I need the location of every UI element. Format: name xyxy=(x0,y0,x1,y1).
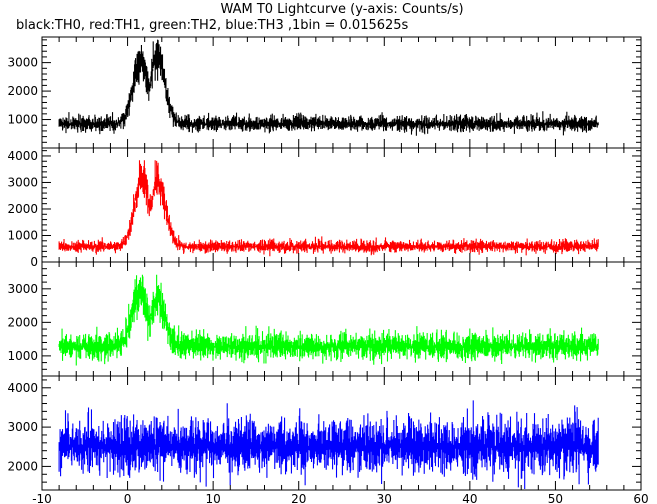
y-tick-label: 0 xyxy=(30,255,38,269)
panel-th1: 0 1000 2000 3000 4000 xyxy=(7,147,642,269)
x-tick-label: 60 xyxy=(633,492,648,504)
series-line-th3 xyxy=(58,400,599,489)
series-line-th0 xyxy=(58,39,599,136)
series-line-th1 xyxy=(58,160,599,257)
y-tick-label: 3000 xyxy=(7,56,38,70)
x-tick-label: 30 xyxy=(377,492,392,504)
panel-th2: 1000 2000 3000 xyxy=(7,261,642,377)
y-tick-label: 2000 xyxy=(7,315,38,329)
y-tick-label: 1000 xyxy=(7,228,38,242)
x-tick-label: -10 xyxy=(32,492,52,504)
x-tick-label: 0 xyxy=(124,492,132,504)
y-tick-label: 4000 xyxy=(7,381,38,395)
series-line-th2 xyxy=(58,274,599,366)
panel-frame xyxy=(41,375,642,491)
y-tick-label: 2000 xyxy=(7,202,38,216)
panels-group: 1000 2000 3000 0 1000 2000 3000 4000 1000 2000 300… xyxy=(7,36,642,491)
x-tick-label: 40 xyxy=(462,492,477,504)
y-tick-label: 2000 xyxy=(7,459,38,473)
panel-frame xyxy=(41,261,642,377)
y-tick-label: 1000 xyxy=(7,349,38,363)
y-tick-label: 3000 xyxy=(7,420,38,434)
x-tick-label: 20 xyxy=(291,492,306,504)
y-tick-label: 1000 xyxy=(7,113,38,127)
chart-title: WAM T0 Lightcurve (y-axis: Counts/s) xyxy=(220,2,463,17)
x-axis: -10 0 10 20 30 40 50 60 xyxy=(32,492,648,504)
y-tick-label: 4000 xyxy=(7,149,38,163)
y-tick-label: 3000 xyxy=(7,282,38,296)
panel-th0: 1000 2000 3000 xyxy=(7,36,642,149)
x-tick-label: 10 xyxy=(206,492,221,504)
x-tick-label: 50 xyxy=(548,492,563,504)
y-tick-label: 3000 xyxy=(7,175,38,189)
chart-subtitle: black:TH0, red:TH1, green:TH2, blue:TH3 … xyxy=(16,18,409,33)
y-tick-label: 2000 xyxy=(7,84,38,98)
panel-th3: 2000 3000 4000 xyxy=(7,375,642,491)
